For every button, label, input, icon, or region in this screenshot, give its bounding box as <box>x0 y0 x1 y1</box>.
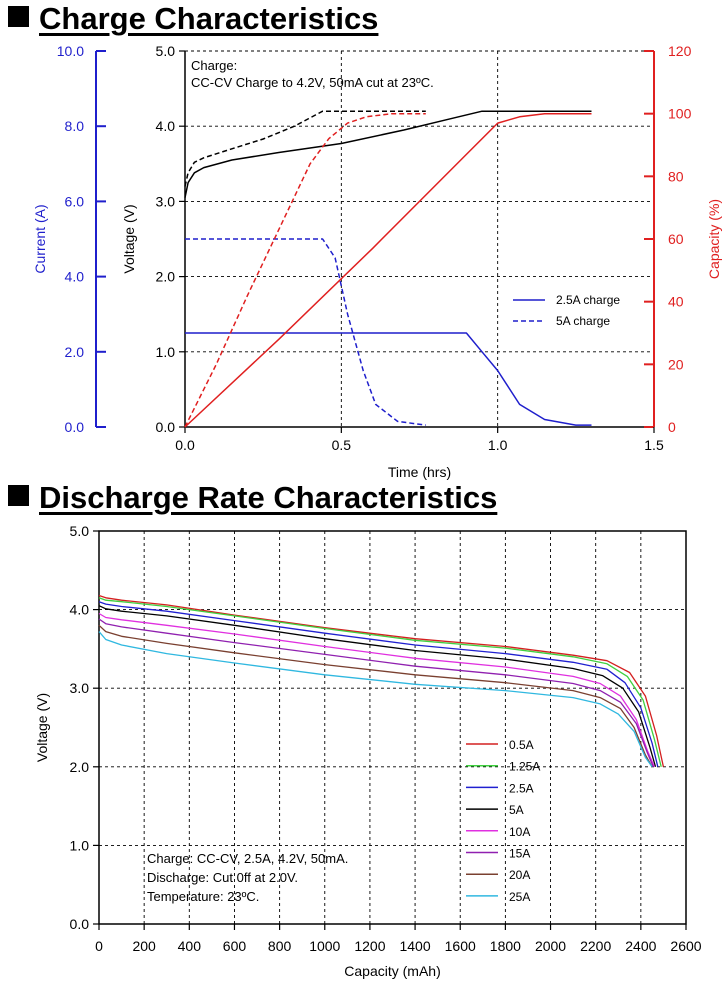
capacity-tick-label: 100 <box>668 106 692 122</box>
legend-label-20a: 20A <box>509 868 530 882</box>
time-tick-label: 0.5 <box>332 437 352 453</box>
series-line-voltage-5a <box>184 110 426 187</box>
series-line-1-25a <box>98 597 662 767</box>
capacity-tick-label: 600 <box>223 938 247 954</box>
series-line-current-5a <box>185 238 426 426</box>
voltage-tick-label: 1.0 <box>156 344 176 360</box>
time-tick-label: 1.0 <box>488 437 508 453</box>
discharge-annotation-line: Charge: CC-CV, 2.5A, 4.2V, 50mA. <box>147 851 348 866</box>
voltage-axis-label: Voltage (V) <box>34 693 50 762</box>
series-line-15a <box>98 618 654 768</box>
capacity-tick-label: 20 <box>668 356 684 372</box>
voltage-tick-label: 0.0 <box>156 419 176 435</box>
capacity-tick-label: 1600 <box>445 938 476 954</box>
capacity-tick-label: 0 <box>95 938 103 954</box>
time-axis-label: Time (hrs) <box>388 464 451 480</box>
series-line-10a <box>98 612 655 768</box>
capacity-tick-label: 2200 <box>580 938 611 954</box>
voltage-tick-label: 5.0 <box>70 523 90 539</box>
square-bullet-icon <box>8 6 29 27</box>
legend-label-5a: 5A <box>509 803 524 817</box>
legend-label-15a: 15A <box>509 847 530 861</box>
voltage-tick-label: 0.0 <box>70 916 90 932</box>
voltage-axis-label: Voltage (V) <box>121 204 137 273</box>
series-line-capacity-2-5a <box>184 112 592 428</box>
capacity-tick-label: 120 <box>668 43 692 59</box>
discharge-chart: 0.0 1.0 2.0 3.0 4.0 5.0 Voltage (V) 0 200 400 600 8… <box>34 523 702 979</box>
voltage-tick-label: 4.0 <box>70 602 90 618</box>
current-tick-label: 8.0 <box>65 118 85 134</box>
legend-label-1-25a: 1.25A <box>509 760 540 774</box>
discharge-annotation-line: Discharge: Cut 0ff at 2.0V. <box>147 870 298 885</box>
series-line-capacity-5a <box>184 112 426 428</box>
capacity-tick-label: 2600 <box>670 938 701 954</box>
voltage-tick-label: 4.0 <box>156 118 176 134</box>
voltage-tick-label: 3.0 <box>156 193 176 209</box>
series-line-20a <box>98 624 653 768</box>
capacity-axis-label: Capacity (%) <box>706 199 722 279</box>
time-tick-label: 1.5 <box>644 437 664 453</box>
capacity-tick-label: 800 <box>268 938 292 954</box>
capacity-tick-label: 2400 <box>625 938 656 954</box>
charge-annotation-line: Charge: <box>191 58 237 73</box>
current-tick-label: 10.0 <box>57 43 84 59</box>
capacity-tick-label: 400 <box>178 938 202 954</box>
charge-section-title: Charge Characteristics <box>8 1 378 37</box>
discharge-annotation-line: Temperature: 23ºC. <box>147 889 259 904</box>
capacity-tick-label: 1400 <box>399 938 430 954</box>
capacity-tick-label: 40 <box>668 294 684 310</box>
charge-chart: 0.0 1.0 2.0 3.0 4.0 5.0 Voltage (V) 0.0 2.0 4.0 6.… <box>32 43 722 480</box>
charge-annotation-line: CC-CV Charge to 4.2V, 50mA cut at 23ºC. <box>191 75 434 90</box>
series-line-0-5a <box>98 594 665 767</box>
legend-label-2-5a-charge: 2.5A charge <box>556 293 620 307</box>
capacity-tick-label: 60 <box>668 231 684 247</box>
legend-label-10a: 10A <box>509 825 530 839</box>
series-line-5a <box>98 605 657 767</box>
capacity-tick-label: 1000 <box>309 938 340 954</box>
voltage-tick-label: 2.0 <box>156 269 176 285</box>
current-tick-label: 0.0 <box>65 419 85 435</box>
legend-label-2-5a: 2.5A <box>509 781 534 795</box>
legend-label-0-5a: 0.5A <box>509 738 534 752</box>
voltage-tick-label: 1.0 <box>70 837 90 853</box>
series-line-voltage-2-5a <box>184 110 592 198</box>
series-line-current-2-5a <box>185 332 592 426</box>
series-line-25a <box>98 631 653 768</box>
current-axis-label: Current (A) <box>32 204 48 273</box>
capacity-axis-label: Capacity (mAh) <box>344 963 440 979</box>
capacity-tick-label: 0 <box>668 419 676 435</box>
voltage-tick-label: 2.0 <box>70 759 90 775</box>
current-tick-label: 2.0 <box>65 344 85 360</box>
capacity-tick-label: 80 <box>668 168 684 184</box>
series-line-2-5a <box>98 601 659 767</box>
capacity-tick-label: 1200 <box>354 938 385 954</box>
capacity-tick-label: 1800 <box>490 938 521 954</box>
discharge-section-title: Discharge Rate Characteristics <box>8 480 497 516</box>
capacity-tick-label: 2000 <box>535 938 566 954</box>
legend-label-25a: 25A <box>509 890 530 904</box>
current-tick-label: 6.0 <box>65 193 85 209</box>
voltage-tick-label: 5.0 <box>156 43 176 59</box>
legend-label-5a-charge: 5A charge <box>556 314 610 328</box>
current-tick-label: 4.0 <box>65 269 85 285</box>
square-bullet-icon <box>8 485 29 506</box>
time-tick-label: 0.0 <box>175 437 195 453</box>
capacity-tick-label: 200 <box>132 938 156 954</box>
plot-frame <box>98 530 687 925</box>
voltage-tick-label: 3.0 <box>70 680 90 696</box>
